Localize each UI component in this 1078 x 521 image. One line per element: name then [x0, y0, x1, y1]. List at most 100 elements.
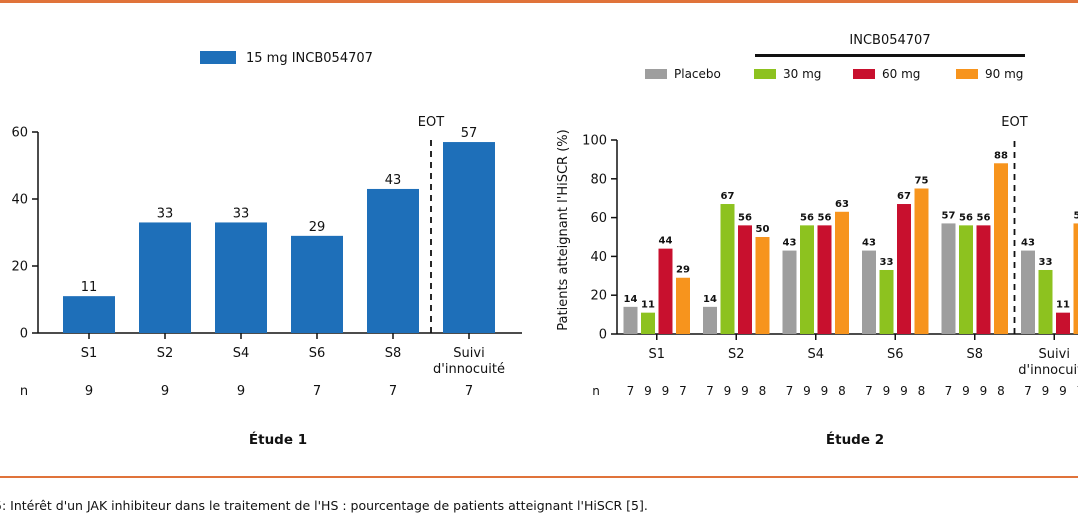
eot-label: EOT: [1001, 115, 1027, 130]
bar-s2-30-mg: [721, 204, 735, 334]
bar-value-label: 11: [641, 300, 655, 311]
bar-s2-placebo: [703, 307, 717, 334]
legend-label-30-mg: 30 mg: [783, 67, 821, 81]
chart-title-etude-2: Étude 2: [826, 431, 884, 448]
bar-suivi-d-innocuit-placebo: [1021, 251, 1035, 334]
n-value: 7: [389, 384, 397, 399]
legend-swatch-30-mg: [754, 69, 776, 79]
n-value: 9: [962, 384, 970, 398]
bar-s4: [215, 222, 267, 333]
n-value: 8: [918, 384, 926, 398]
bar-s8-90-mg: [994, 163, 1008, 334]
bar-s8-placebo: [942, 223, 956, 334]
figure-caption: 5: Intérêt d'un JAK inhibiteur dans le t…: [0, 498, 648, 513]
bar-value-label: 43: [1021, 238, 1035, 249]
n-value: 7: [706, 384, 714, 398]
n-value: 7: [627, 384, 635, 398]
n-value: 8: [997, 384, 1005, 398]
y-tick-label: 40: [590, 250, 607, 265]
bar-s2-90-mg: [756, 237, 770, 334]
bar-value-label: 33: [1039, 257, 1053, 268]
legend-label-placebo: Placebo: [674, 67, 721, 81]
bar-suivi-d-innocuit-60-mg: [1056, 313, 1070, 334]
bar-value-label: 33: [157, 206, 174, 221]
n-value: 9: [980, 384, 988, 398]
n-value: 7: [945, 384, 953, 398]
n-row-label: n: [592, 384, 600, 398]
n-value: 7: [786, 384, 794, 398]
bar-value-label: 56: [738, 212, 752, 223]
n-value: 9: [662, 384, 670, 398]
bar-s1-90-mg: [676, 278, 690, 334]
bar-suivi-d-innocuit-30-mg: [1039, 270, 1053, 334]
y-tick-label: 100: [582, 134, 607, 149]
bar-s6: [291, 236, 343, 333]
y-tick-label: 20: [11, 260, 28, 275]
bar-value-label: 56: [800, 212, 814, 223]
y-tick-label: 0: [20, 327, 28, 342]
n-value: 7: [313, 384, 321, 399]
legend-label-90-mg: 90 mg: [985, 67, 1023, 81]
bar-value-label: 11: [1056, 300, 1070, 311]
bar-value-label: 29: [676, 265, 690, 276]
bar-value-label: 43: [385, 173, 402, 188]
group-label-incb054707: INCB054707: [849, 33, 930, 48]
x-tick-label-s6: S6: [887, 347, 904, 362]
bar-s4-90-mg: [835, 212, 849, 334]
bar-value-label: 67: [897, 191, 911, 202]
n-value: 9: [900, 384, 908, 398]
y-tick-label: 60: [590, 211, 607, 226]
bar-value-label: 33: [233, 206, 250, 221]
n-value: 9: [237, 384, 245, 399]
bar-s8-30-mg: [959, 225, 973, 334]
n-value: 9: [85, 384, 93, 399]
x-tick-label-s6: S6: [309, 346, 326, 361]
bar-suivi-d-innocuit: [443, 142, 495, 333]
bar-value-label: 43: [862, 238, 876, 249]
x-tick-label-s1: S1: [648, 347, 665, 362]
bar-value-label: 29: [309, 220, 326, 235]
bar-s6-90-mg: [915, 189, 929, 335]
legend-swatch-placebo: [645, 69, 667, 79]
bar-s2-60-mg: [738, 225, 752, 334]
y-axis-label-etude-2: Patients atteignant l'HiSCR (%): [556, 129, 571, 330]
bar-value-label: 43: [783, 238, 797, 249]
n-value: 8: [759, 384, 767, 398]
x-tick-label-s8: S8: [966, 347, 983, 362]
x-tick-label-s2: S2: [157, 346, 174, 361]
bar-s6-placebo: [862, 251, 876, 334]
n-value: 7: [1024, 384, 1032, 398]
bar-value-label: 14: [703, 294, 717, 305]
bar-s1: [63, 296, 115, 333]
bar-s4-placebo: [783, 251, 797, 334]
bar-value-label: 56: [977, 212, 991, 223]
bar-value-label: 56: [818, 212, 832, 223]
n-value: 7: [865, 384, 873, 398]
bar-value-label: 75: [915, 176, 929, 187]
bar-s4-30-mg: [800, 225, 814, 334]
bar-value-label: 33: [880, 257, 894, 268]
bar-value-label: 50: [756, 224, 770, 235]
n-value: 9: [1042, 384, 1050, 398]
bar-s6-60-mg: [897, 204, 911, 334]
bar-value-label: 88: [994, 150, 1008, 161]
x-tick-label-s8: S8: [385, 346, 402, 361]
bar-value-label: 14: [624, 294, 638, 305]
bar-s8-60-mg: [977, 225, 991, 334]
bar-s1-30-mg: [641, 313, 655, 334]
n-value: 9: [803, 384, 811, 398]
n-value: 9: [644, 384, 652, 398]
y-tick-label: 80: [590, 172, 607, 187]
chart-etude-1: 15 mg INCB054707 Étude 1 0204060n11S1933…: [11, 51, 522, 448]
bar-value-label: 56: [959, 212, 973, 223]
n-value: 9: [161, 384, 169, 399]
bar-suivi-d-innocuit-90-mg: [1074, 223, 1078, 334]
n-value: 9: [1059, 384, 1067, 398]
eot-label: EOT: [418, 115, 444, 130]
bar-s1-placebo: [624, 307, 638, 334]
bar-s4-60-mg: [818, 225, 832, 334]
y-tick-label: 20: [590, 289, 607, 304]
